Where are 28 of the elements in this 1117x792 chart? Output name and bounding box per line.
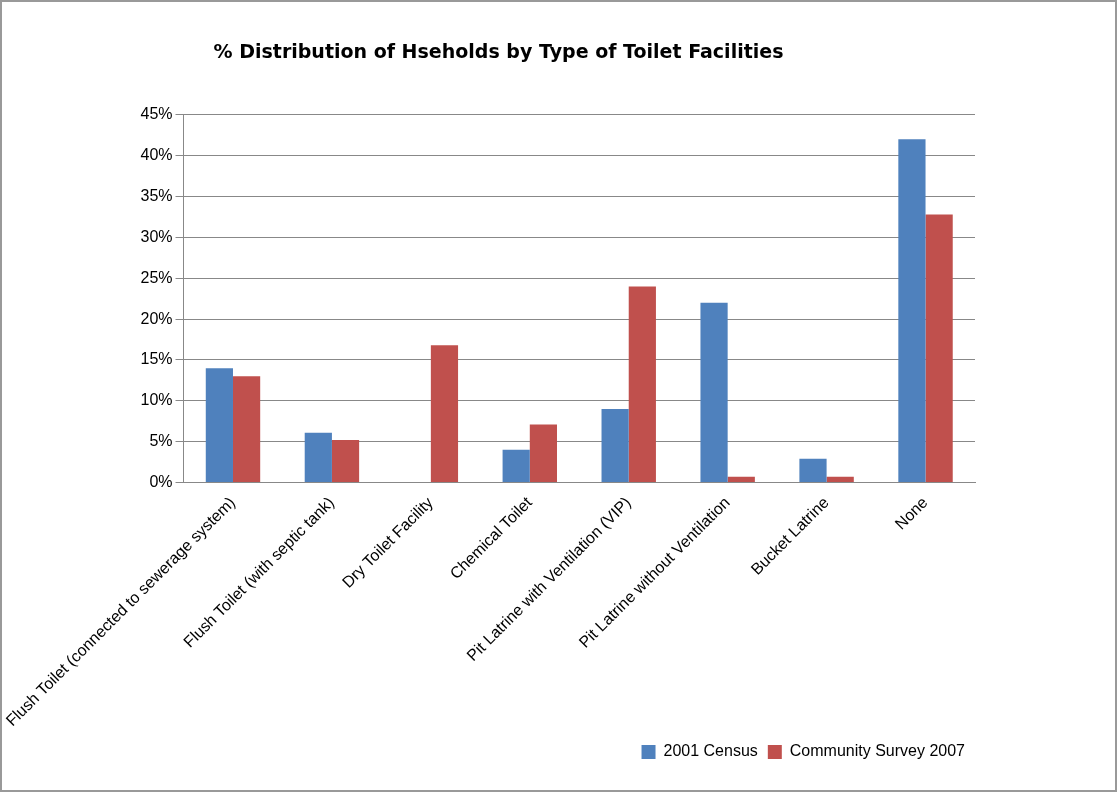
bar bbox=[799, 458, 827, 483]
y-tick-label: 20% bbox=[140, 309, 173, 327]
y-tick-label: 35% bbox=[140, 186, 173, 204]
bar bbox=[925, 214, 953, 483]
bar bbox=[430, 345, 459, 483]
y-tick-label: 40% bbox=[140, 146, 173, 164]
y-tick-label: 0% bbox=[149, 472, 173, 490]
bar bbox=[304, 432, 332, 483]
bar bbox=[205, 368, 233, 483]
y-tick-label: 10% bbox=[140, 391, 173, 409]
legend-label: 2001 Census bbox=[663, 742, 758, 760]
bar bbox=[826, 476, 854, 483]
bar bbox=[700, 302, 728, 483]
y-tick-label: 25% bbox=[140, 268, 173, 286]
y-tick-label: 15% bbox=[140, 350, 173, 368]
bar bbox=[628, 286, 656, 483]
bar bbox=[529, 424, 557, 483]
bar bbox=[232, 376, 261, 483]
y-tick-label: 5% bbox=[149, 432, 173, 450]
bar bbox=[601, 409, 629, 483]
bar bbox=[331, 440, 360, 483]
legend-label: Community Survey 2007 bbox=[789, 742, 966, 760]
y-tick-label: 30% bbox=[140, 227, 173, 245]
bar bbox=[502, 449, 530, 483]
chart-title: % Distribution of Hseholds by Type of Toilet Facilities bbox=[213, 40, 784, 63]
bar bbox=[898, 139, 926, 483]
y-tick-label: 45% bbox=[140, 105, 173, 123]
bar bbox=[727, 476, 755, 483]
